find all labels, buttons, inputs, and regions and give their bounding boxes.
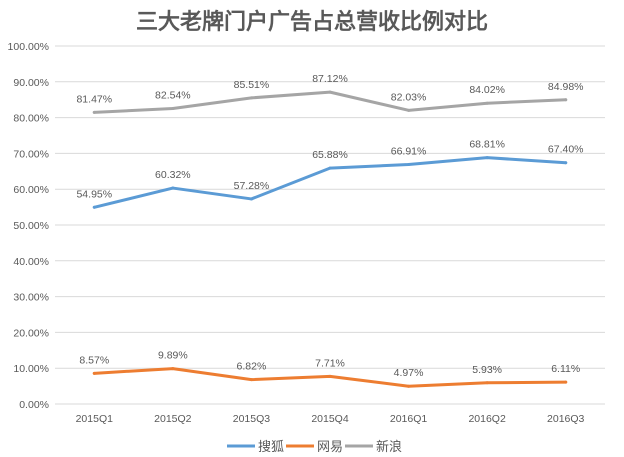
data-point — [249, 96, 253, 100]
data-point — [485, 381, 489, 385]
data-label: 7.71% — [315, 357, 345, 369]
x-tick-label: 2015Q2 — [154, 413, 192, 425]
x-tick-label: 2016Q1 — [390, 413, 428, 425]
data-label: 54.95% — [76, 188, 112, 200]
data-label: 4.97% — [394, 367, 424, 379]
data-point — [92, 205, 96, 209]
chart-title: 三大老牌门户广告占总营收比例对比 — [135, 9, 488, 35]
data-label: 85.51% — [234, 79, 270, 91]
data-label: 82.54% — [155, 90, 191, 102]
y-tick-label: 30.00% — [13, 292, 49, 304]
data-point — [485, 101, 489, 105]
data-point — [92, 110, 96, 114]
x-tick-label: 2016Q2 — [468, 413, 506, 425]
data-point — [564, 98, 568, 102]
data-point — [328, 374, 332, 378]
data-label: 65.88% — [312, 149, 348, 161]
x-tick-label: 2015Q4 — [311, 413, 349, 425]
data-point — [171, 107, 175, 111]
data-point — [407, 162, 411, 166]
y-tick-label: 10.00% — [13, 363, 49, 375]
x-tick-label: 2016Q3 — [547, 413, 585, 425]
x-tick-label: 2015Q3 — [233, 413, 271, 425]
data-point — [407, 108, 411, 112]
x-tick-label: 2015Q1 — [76, 413, 114, 425]
data-point — [485, 156, 489, 160]
data-label: 6.11% — [551, 363, 580, 375]
data-label: 68.81% — [469, 139, 505, 151]
data-point — [328, 166, 332, 170]
data-label: 6.82% — [237, 361, 267, 373]
data-point — [92, 371, 96, 375]
data-point — [171, 367, 175, 371]
data-label: 81.47% — [76, 93, 112, 105]
data-label: 8.57% — [79, 354, 109, 366]
data-label: 9.89% — [158, 350, 188, 362]
data-label: 57.28% — [234, 180, 270, 192]
data-point — [328, 90, 332, 94]
y-tick-label: 70.00% — [13, 148, 49, 160]
y-tick-label: 80.00% — [13, 113, 49, 125]
data-label: 5.93% — [472, 364, 502, 376]
data-point — [171, 186, 175, 190]
y-tick-label: 50.00% — [13, 220, 49, 232]
series-line-搜狐 — [92, 156, 568, 209]
data-label: 87.12% — [312, 73, 348, 85]
data-label: 60.32% — [155, 169, 191, 181]
legend-label: 网易 — [317, 439, 343, 454]
legend-label: 新浪 — [376, 439, 402, 454]
data-label: 67.40% — [548, 144, 584, 156]
y-tick-label: 20.00% — [13, 327, 49, 339]
legend-label: 搜狐 — [258, 439, 284, 454]
data-point — [249, 378, 253, 382]
y-tick-label: 100.00% — [8, 41, 49, 53]
y-tick-label: 0.00% — [19, 399, 49, 411]
data-point — [564, 161, 568, 165]
data-point — [564, 380, 568, 384]
data-label: 84.02% — [469, 84, 505, 96]
data-label: 82.03% — [391, 91, 427, 103]
data-point — [249, 197, 253, 201]
data-point — [407, 384, 411, 388]
y-tick-label: 40.00% — [13, 256, 49, 268]
data-label: 66.91% — [391, 145, 427, 157]
data-label: 84.98% — [548, 81, 584, 93]
y-tick-label: 60.00% — [13, 184, 49, 196]
y-tick-label: 90.00% — [13, 77, 49, 89]
